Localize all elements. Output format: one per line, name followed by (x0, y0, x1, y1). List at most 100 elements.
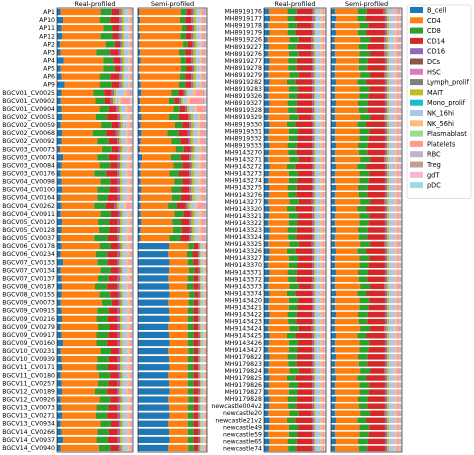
bar-segment-real (286, 206, 296, 212)
bar-segment-semi (389, 128, 395, 135)
bar-segment-semi (191, 16, 193, 24)
bar-segment-real (113, 97, 116, 104)
bar-segment-semi (367, 192, 385, 198)
bar-segment-semi (389, 22, 395, 29)
bar-segment-semi (138, 396, 169, 403)
bar-segment-semi (331, 114, 336, 120)
bar-segment-real (117, 251, 120, 258)
bar-segment-real (315, 177, 321, 184)
bar-segment-real (269, 227, 288, 233)
bar-segment-semi (387, 438, 390, 445)
bar-segment-real (126, 356, 130, 363)
bar-segment-semi (192, 57, 194, 64)
bar-segment-semi (400, 206, 402, 212)
bar-segment-semi (401, 220, 402, 226)
bar-segment-semi (140, 121, 175, 129)
bar-segment-real (314, 311, 316, 318)
bar-segment-real (130, 243, 132, 250)
bar-segment-semi (394, 51, 397, 57)
bar-segment-semi (397, 86, 400, 92)
bar-segment-real (313, 114, 316, 120)
tick-label: BGCV06_CV0234 (2, 251, 55, 258)
bar-segment-real (324, 44, 326, 50)
bar-segment-real (57, 218, 63, 226)
bar-segment-semi (206, 323, 207, 331)
bar-segment-semi (193, 8, 194, 16)
bar-segment-semi (204, 307, 207, 314)
bar-segment-real (127, 420, 130, 427)
bar-segment-semi (399, 248, 400, 254)
bar-segment-real (325, 8, 326, 15)
bar-segment-real (313, 311, 315, 318)
bar-segment-semi (389, 234, 395, 240)
bar-segment-semi (399, 220, 401, 226)
bar-segment-real (314, 417, 316, 424)
bar-segment-real (325, 22, 326, 29)
bar-segment-real (320, 283, 323, 290)
bar-segment-semi (138, 138, 141, 145)
bar-segment-real (311, 114, 313, 120)
bar-segment-real (322, 375, 324, 381)
bar-segment-real (268, 51, 289, 57)
bar-segment-semi (206, 404, 207, 411)
bar-segment-real (131, 356, 133, 363)
bar-segment-real (313, 58, 315, 64)
bar-segment-semi (401, 340, 402, 346)
bar-segment-semi (138, 226, 141, 234)
bar-segment-real (320, 163, 323, 170)
bar-segment-real (269, 206, 287, 212)
bar-segment-semi (206, 226, 207, 234)
bar-segment-semi (397, 184, 400, 191)
bar-segment-semi (204, 331, 206, 339)
bar-segment-real (61, 331, 97, 339)
bar-segment-real (289, 325, 299, 332)
bar-segment-real (57, 33, 63, 40)
bar-segment-semi (384, 44, 386, 50)
bar-segment-real (98, 372, 111, 379)
bar-segment-semi (200, 138, 204, 145)
bar-segment-real (119, 16, 121, 24)
bar-segment-real (132, 291, 133, 298)
bar-segment-real (129, 291, 131, 298)
tick-label: MH8919179 (224, 30, 262, 37)
bar-segment-semi (331, 431, 336, 438)
bar-segment-real (122, 315, 127, 322)
bar-segment-semi (203, 372, 205, 379)
tick-label: MH8919326 (224, 93, 262, 100)
bar-segment-real (119, 218, 121, 226)
bar-segment-semi (384, 199, 386, 205)
bar-segment-real (296, 227, 313, 233)
bar-segment-semi (331, 396, 336, 402)
bar-segment-real (126, 186, 130, 193)
bar-segment-semi (180, 138, 189, 145)
bar-segment-semi (200, 323, 204, 331)
bar-segment-semi (203, 315, 205, 322)
bar-segment-real (110, 372, 119, 379)
bar-segment-semi (384, 325, 386, 332)
bar-segment-real (107, 436, 118, 444)
bar-segment-semi (397, 389, 400, 395)
tick-label: AP9 (43, 82, 55, 89)
bar-segment-real (315, 283, 321, 290)
bar-segment-semi (199, 259, 201, 266)
bar-segment-real (128, 73, 130, 80)
bar-segment-semi (389, 100, 395, 106)
bar-segment-semi (193, 57, 197, 64)
bar-segment-semi (399, 142, 400, 149)
bar-segment-semi (198, 234, 201, 242)
bar-segment-real (129, 65, 131, 72)
bar-segment-real (312, 417, 314, 424)
bar-segment-real (119, 404, 121, 411)
bar-segment-semi (359, 220, 369, 226)
bar-segment-semi (331, 354, 336, 360)
bar-segment-real (129, 41, 131, 48)
bar-segment-semi (138, 307, 170, 314)
bar-segment-semi (399, 332, 401, 339)
bar-segment-semi (401, 431, 402, 438)
bar-segment-real (288, 44, 297, 50)
bar-segment-real (119, 331, 121, 339)
bar-segment-semi (399, 255, 400, 261)
bar-segment-real (264, 142, 270, 149)
bar-segment-semi (358, 65, 368, 71)
bar-segment-semi (331, 438, 336, 445)
